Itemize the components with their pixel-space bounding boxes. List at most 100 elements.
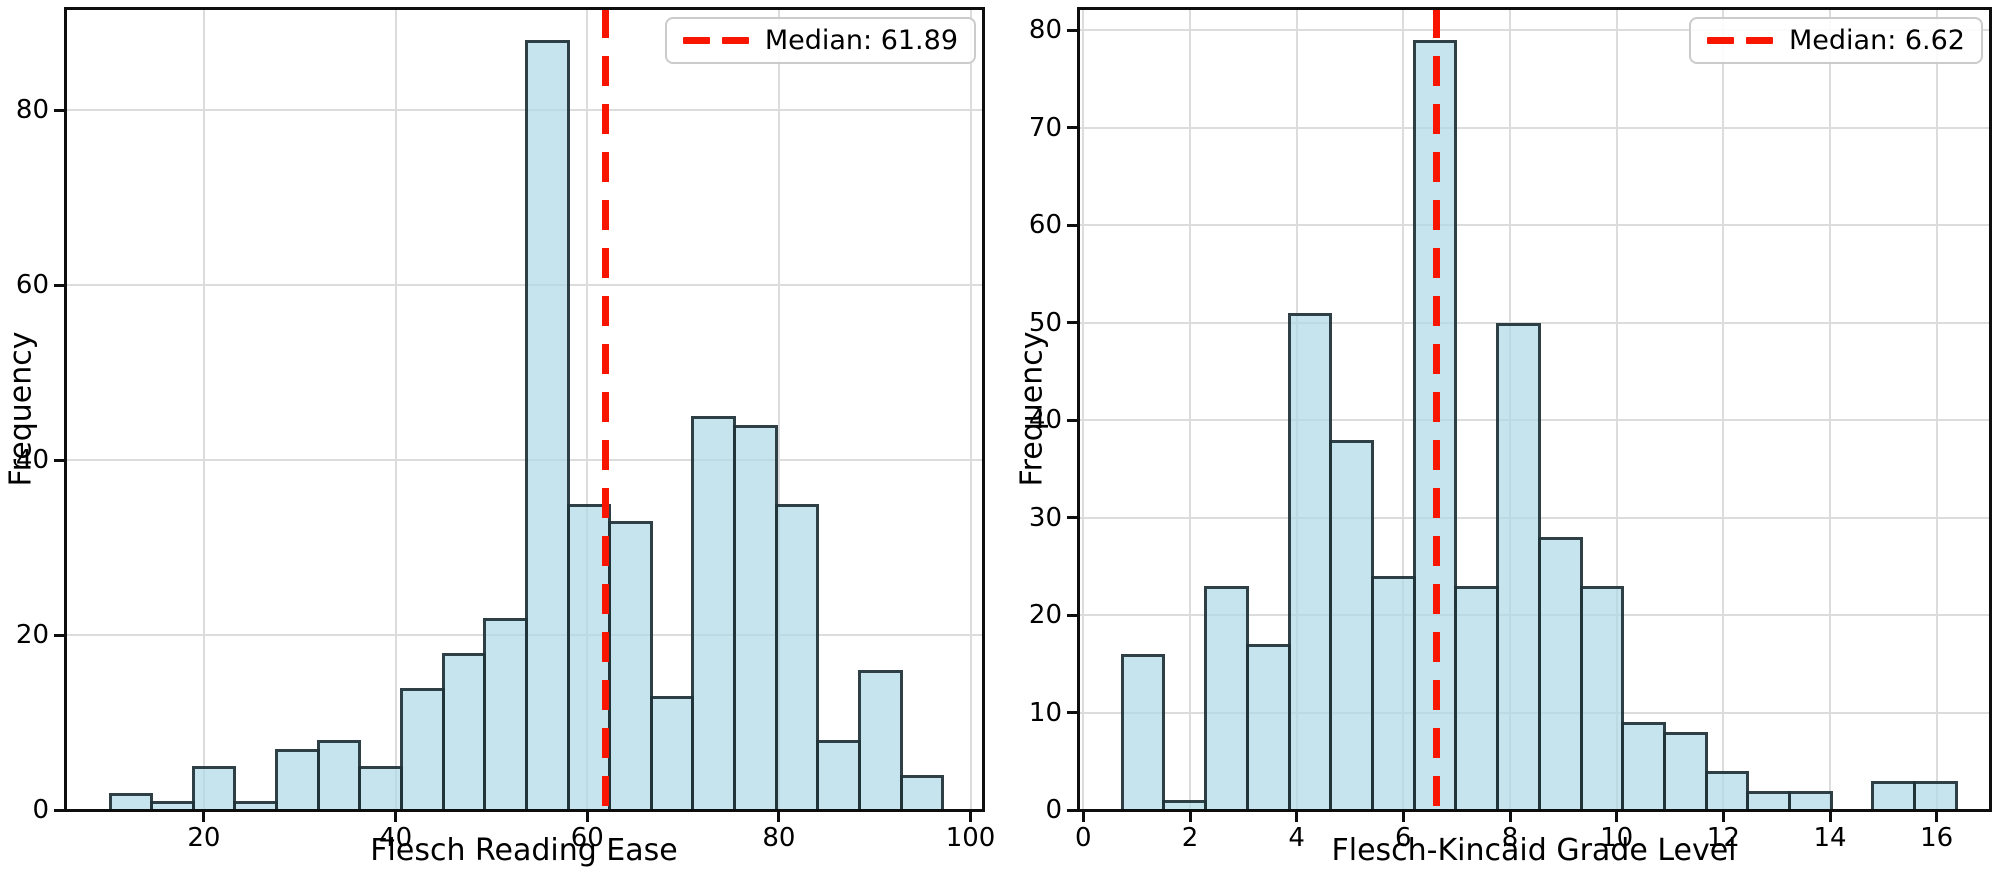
x-tick-label: 12 (1706, 823, 1740, 853)
gridline-horizontal (65, 284, 983, 287)
y-tick-mark (54, 283, 64, 287)
gridline-vertical (1189, 8, 1191, 810)
y-tick-mark (1067, 613, 1077, 617)
gridline-vertical (969, 8, 972, 810)
histogram-bar (649, 696, 695, 810)
x-tick-mark (1295, 812, 1299, 822)
y-tick-mark (54, 108, 64, 112)
y-tick-label: 40 (15, 445, 49, 476)
plot-area: Median: 61.89 (63, 6, 985, 812)
median-line-legend-swatch (682, 37, 749, 44)
histogram-bar (1662, 732, 1708, 810)
histogram-bar (1120, 654, 1166, 810)
gridline-vertical (394, 8, 397, 810)
gridline-horizontal (1078, 29, 1990, 32)
histogram-bar (399, 687, 445, 810)
y-tick-label: 20 (15, 620, 49, 651)
y-tick-mark (1067, 808, 1077, 812)
histogram-bar (1204, 585, 1249, 810)
x-tick-label: 10 (1600, 823, 1634, 853)
y-tick-label: 0 (32, 795, 49, 825)
gridline-vertical (1615, 8, 1618, 810)
histogram-bar (233, 801, 279, 810)
y-tick-label: 70 (1028, 112, 1062, 143)
histogram-bar (1371, 576, 1416, 810)
y-tick-mark (54, 633, 64, 637)
histogram-bar (1454, 585, 1500, 810)
y-tick-label: 40 (1028, 405, 1062, 436)
y-tick-label: 60 (15, 270, 49, 301)
x-tick-mark (1188, 812, 1192, 822)
y-tick-mark (54, 458, 64, 462)
y-tick-label: 0 (1045, 795, 1062, 825)
x-tick-mark (1935, 812, 1939, 822)
histogram-bar (608, 521, 653, 810)
y-tick-label: 30 (1028, 502, 1062, 533)
gridline-vertical (1935, 8, 1938, 810)
x-tick-label: 14 (1813, 823, 1847, 853)
histogram-bar (1162, 800, 1208, 810)
histogram-bar (857, 670, 903, 810)
y-tick-label: 50 (1028, 307, 1062, 338)
histogram-bar (1871, 780, 1917, 810)
gridline-horizontal (65, 459, 983, 462)
y-tick-mark (1067, 418, 1077, 422)
y-tick-label: 10 (1028, 697, 1062, 728)
x-axis-label: Flesch Reading Ease (370, 833, 678, 868)
x-tick-mark (1401, 812, 1405, 822)
legend-dash (682, 37, 710, 44)
x-tick-label: 60 (570, 823, 604, 853)
histogram-bar (275, 748, 320, 810)
histogram-bar (1537, 537, 1583, 810)
y-tick-label: 60 (1028, 210, 1062, 241)
gridline-horizontal (1078, 126, 1990, 129)
gridline-vertical (1722, 8, 1725, 810)
histogram-bar (1621, 722, 1666, 810)
median-line-legend-swatch (1706, 37, 1773, 44)
gridline-horizontal (1078, 321, 1990, 324)
x-tick-label: 8 (1501, 823, 1519, 853)
y-tick-mark (1067, 516, 1077, 520)
y-tick-label: 20 (1028, 600, 1062, 631)
y-tick-mark (1067, 711, 1077, 715)
y-tick-mark (1067, 126, 1077, 130)
y-tick-label: 80 (15, 95, 49, 126)
y-tick-mark (1067, 321, 1077, 325)
x-tick-label: 16 (1920, 823, 1954, 853)
histogram-bar (108, 792, 154, 810)
histogram-bar (733, 425, 778, 810)
legend-dash (1706, 37, 1734, 44)
x-tick-label: 40 (379, 823, 413, 853)
gridline-vertical (1829, 8, 1831, 810)
histogram-bar (150, 801, 195, 810)
x-tick-mark (202, 812, 206, 822)
legend-label: Median: 61.89 (764, 25, 958, 56)
legend: Median: 6.62 (1688, 17, 1983, 64)
gridline-vertical (777, 8, 780, 810)
gridline-horizontal (65, 109, 983, 112)
y-tick-mark (1067, 223, 1077, 227)
histogram-bar (1245, 644, 1291, 810)
x-tick-label: 0 (1075, 823, 1092, 853)
histogram-bar (1496, 322, 1541, 810)
x-tick-mark (1828, 812, 1832, 822)
gridline-vertical (1402, 8, 1405, 810)
gridline-horizontal (1078, 224, 1990, 227)
histogram-bar (191, 766, 237, 810)
y-tick-mark (1067, 28, 1077, 32)
x-tick-label: 6 (1395, 823, 1412, 853)
histogram-bar (816, 740, 861, 810)
histogram-bar (316, 740, 362, 810)
gridline-vertical (1082, 8, 1085, 810)
histogram-bar (691, 416, 737, 810)
histogram-bar (1579, 585, 1625, 810)
plot-area: Median: 6.62 (1076, 6, 1992, 812)
x-axis-label: Flesch-Kincaid Grade Level (1331, 833, 1737, 868)
legend: Median: 61.89 (664, 17, 976, 64)
histogram-bar (1746, 790, 1792, 810)
histogram-bar (358, 766, 403, 810)
x-tick-label: 2 (1181, 823, 1199, 853)
legend-dash (721, 37, 749, 44)
